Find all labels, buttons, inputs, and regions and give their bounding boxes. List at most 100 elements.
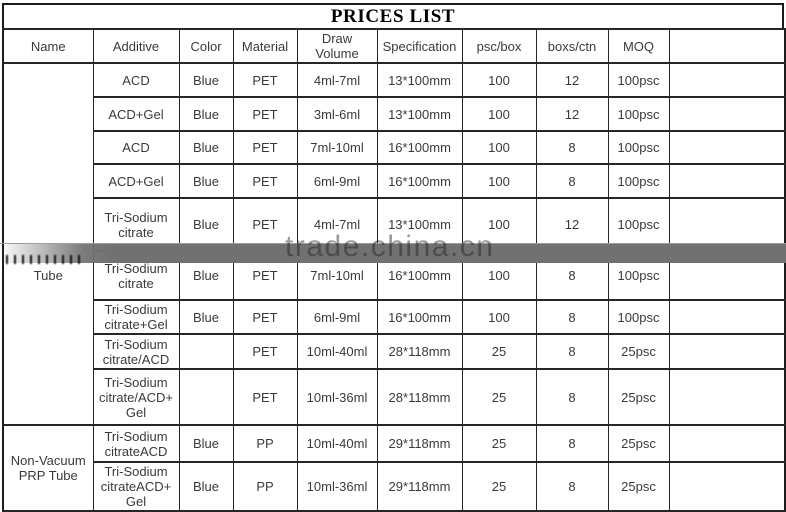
watermark-bar: trade.china.cn — [0, 230, 786, 263]
cell-material: PP — [232, 424, 298, 463]
col-header-boxs-ctn: boxs/ctn — [535, 28, 609, 64]
cell-specification: 16*100mm — [376, 299, 463, 335]
cell-additive: Tri-Sodium citrateACD — [92, 424, 180, 463]
cell-specification: 16*100mm — [376, 163, 463, 199]
cell-specification: 13*100mm — [376, 96, 463, 132]
table-row: Tri-Sodium citrateACD+ Gel Blue PP 10ml-… — [3, 461, 786, 512]
cell-draw-volume: 6ml-9ml — [296, 163, 378, 199]
cell-draw-volume: 10ml-40ml — [296, 424, 378, 463]
cell-empty — [668, 197, 786, 252]
table-row: ACD+Gel Blue PET 3ml-6ml 13*100mm 100 12… — [3, 96, 786, 132]
col-header-color: Color — [178, 28, 234, 64]
cell-psc-box: 25 — [461, 333, 537, 370]
cell-empty — [668, 368, 786, 426]
col-header-moq: MOQ — [607, 28, 670, 64]
cell-material: PET — [232, 62, 298, 98]
cell-boxs-ctn: 8 — [535, 299, 609, 335]
cell-additive: ACD+Gel — [92, 96, 180, 132]
cell-material: PET — [232, 333, 298, 370]
cell-draw-volume: 6ml-9ml — [296, 299, 378, 335]
table-row: Tri-Sodium citrate/ACD+ Gel PET 10ml-36m… — [3, 368, 786, 426]
cell-psc-box: 100 — [461, 62, 537, 98]
cell-psc-box: 25 — [461, 368, 537, 426]
cell-specification: 29*118mm — [376, 424, 463, 463]
cell-moq: 25psc — [607, 461, 670, 512]
col-header-additive: Additive — [92, 28, 180, 64]
cell-material: PET — [232, 299, 298, 335]
table-row: Tube ACD Blue PET 4ml-7ml 13*100mm 100 1… — [2, 62, 786, 426]
cell-additive: Tri-Sodium citrateACD+ Gel — [92, 461, 180, 512]
cell-boxs-ctn: 12 — [535, 197, 609, 252]
table-row: ACD+Gel Blue PET 6ml-9ml 16*100mm 100 8 … — [3, 163, 786, 199]
cell-specification: 13*100mm — [376, 62, 463, 98]
cell-additive: ACD — [92, 62, 180, 98]
cell-color — [178, 368, 234, 426]
cell-psc-box: 25 — [461, 461, 537, 512]
header-row: Name Additive Color Material Draw Volume… — [2, 28, 786, 64]
table-row: Non-Vacuum PRP Tube Tri-Sodium citrateAC… — [2, 424, 786, 512]
cell-moq: 25psc — [607, 368, 670, 426]
page-title: PRICES LIST — [2, 3, 784, 28]
cell-specification: 28*118mm — [376, 368, 463, 426]
cell-additive: Tri-Sodium citrate+Gel — [92, 299, 180, 335]
cell-empty — [668, 461, 786, 512]
cell-material: PET — [232, 368, 298, 426]
cell-material: PET — [232, 163, 298, 199]
cell-color: Blue — [178, 461, 234, 512]
cell-psc-box: 100 — [461, 96, 537, 132]
cell-color: Blue — [178, 130, 234, 165]
cell-psc-box: 100 — [461, 299, 537, 335]
cell-draw-volume: 10ml-36ml — [296, 368, 378, 426]
cell-boxs-ctn: 8 — [535, 130, 609, 165]
cell-boxs-ctn: 8 — [535, 333, 609, 370]
prices-table: Name Additive Color Material Draw Volume… — [2, 28, 786, 512]
obscured-text-marks — [6, 255, 86, 264]
cell-psc-box: 25 — [461, 424, 537, 463]
cell-color: Blue — [178, 424, 234, 463]
cell-material: PET — [232, 96, 298, 132]
col-header-psc-box: psc/box — [461, 28, 537, 64]
col-header-name: Name — [2, 28, 94, 64]
col-header-specification: Specification — [376, 28, 463, 64]
cell-color: Blue — [178, 197, 234, 252]
cell-color: Blue — [178, 163, 234, 199]
cell-moq: 100psc — [607, 163, 670, 199]
cell-color: Blue — [178, 96, 234, 132]
watermark-text: trade.china.cn — [285, 230, 495, 263]
cell-additive: ACD+Gel — [92, 163, 180, 199]
cell-empty — [668, 333, 786, 370]
cell-psc-box: 100 — [461, 197, 537, 252]
cell-draw-volume: 3ml-6ml — [296, 96, 378, 132]
cell-empty — [668, 163, 786, 199]
cell-specification: 16*100mm — [376, 130, 463, 165]
table-row: ACD Blue PET 7ml-10ml 16*100mm 100 8 100… — [3, 130, 786, 165]
cell-moq: 100psc — [607, 130, 670, 165]
cell-color: Blue — [178, 299, 234, 335]
cell-moq: 25psc — [607, 333, 670, 370]
cell-moq: 100psc — [607, 96, 670, 132]
cell-additive: Tri-Sodium citrate — [92, 197, 180, 252]
table-row: Tri-Sodium citrate/ACD PET 10ml-40ml 28*… — [3, 333, 786, 370]
cell-moq: 100psc — [607, 197, 670, 252]
cell-material: PET — [232, 197, 298, 252]
cell-additive: ACD — [92, 130, 180, 165]
cell-specification: 29*118mm — [376, 461, 463, 512]
group-name-label: Tube — [33, 268, 63, 283]
cell-boxs-ctn: 12 — [535, 62, 609, 98]
price-list-sheet: PRICES LIST Name Additive Color Material… — [2, 3, 786, 512]
cell-empty — [668, 96, 786, 132]
cell-additive: Tri-Sodium citrate/ACD+ Gel — [92, 368, 180, 426]
cell-boxs-ctn: 8 — [535, 163, 609, 199]
cell-boxs-ctn: 8 — [535, 424, 609, 463]
cell-color: Blue — [178, 62, 234, 98]
col-header-material: Material — [232, 28, 298, 64]
cell-empty — [668, 424, 786, 463]
table-row: Tri-Sodium citrate Blue PET 4ml-7ml 13*1… — [3, 197, 786, 252]
group-name-non-vacuum-prp-tube: Non-Vacuum PRP Tube — [2, 424, 94, 512]
cell-boxs-ctn: 8 — [535, 461, 609, 512]
cell-empty — [668, 62, 786, 98]
cell-boxs-ctn: 8 — [535, 368, 609, 426]
cell-boxs-ctn: 12 — [535, 96, 609, 132]
cell-empty — [668, 130, 786, 165]
